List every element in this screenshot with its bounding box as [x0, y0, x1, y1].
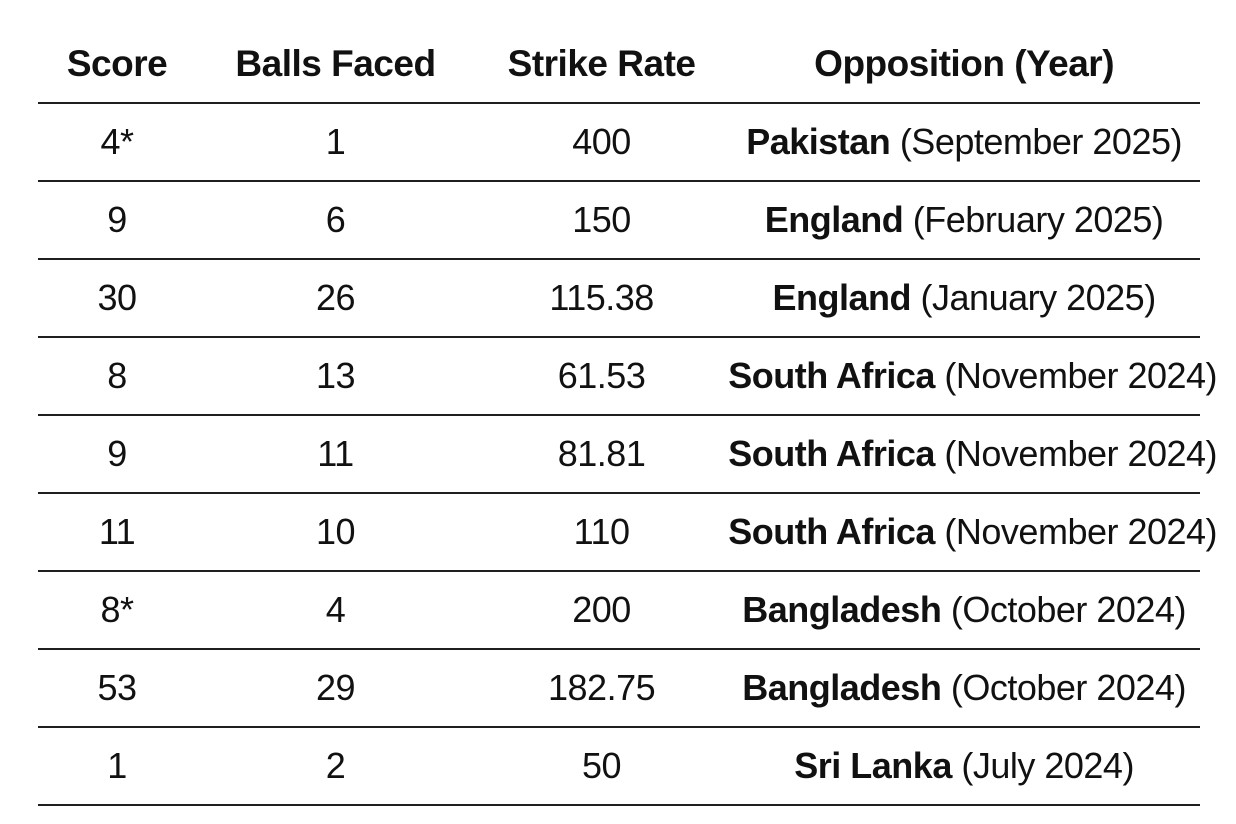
- balls-faced-cell: 29: [196, 649, 475, 728]
- opposition-year: (November 2024): [944, 433, 1218, 474]
- score-cell: 11: [38, 493, 197, 572]
- opposition-year: (January 2025): [920, 277, 1157, 318]
- column-header-strike-rate: Strike Rate: [474, 0, 729, 104]
- opposition-year: (September 2025): [899, 121, 1183, 162]
- opposition-cell: Sri Lanka (July 2024): [728, 727, 1200, 806]
- table-header: Score Balls Faced Strike Rate Opposition…: [38, 0, 1200, 104]
- opposition-year: (November 2024): [944, 355, 1218, 396]
- balls-faced-cell: 26: [196, 259, 475, 338]
- opposition-name: South Africa: [728, 511, 935, 552]
- table-row: 1 2 50 Sri Lanka (July 2024): [38, 727, 1200, 806]
- column-header-balls-faced: Balls Faced: [196, 0, 475, 104]
- strike-rate-cell: 50: [474, 727, 729, 806]
- balls-faced-cell: 6: [196, 181, 475, 260]
- balls-faced-cell: 13: [196, 337, 475, 416]
- opposition-cell: Pakistan (September 2025): [728, 103, 1200, 182]
- column-header-score: Score: [38, 0, 197, 104]
- score-cell: 4*: [38, 103, 197, 182]
- score-cell: 53: [38, 649, 197, 728]
- strike-rate-cell: 182.75: [474, 649, 729, 728]
- opposition-year: (February 2025): [912, 199, 1164, 240]
- strike-rate-cell: 115.38: [474, 259, 729, 338]
- strike-rate-cell: 400: [474, 103, 729, 182]
- opposition-cell: South Africa (November 2024): [728, 415, 1218, 494]
- balls-faced-cell: 2: [196, 727, 475, 806]
- opposition-cell: Bangladesh (October 2024): [728, 571, 1200, 650]
- score-cell: 1: [38, 727, 197, 806]
- table-body: 4* 1 400 Pakistan (September 2025) 9 6 1…: [38, 103, 1218, 806]
- score-cell: 8: [38, 337, 197, 416]
- strike-rate-cell: 81.81: [474, 415, 729, 494]
- innings-stats-table: Score Balls Faced Strike Rate Opposition…: [38, 0, 1218, 806]
- score-cell: 9: [38, 415, 197, 494]
- opposition-name: South Africa: [728, 355, 935, 396]
- balls-faced-cell: 10: [196, 493, 475, 572]
- opposition-cell: Bangladesh (October 2024): [728, 649, 1200, 728]
- table-row: 53 29 182.75 Bangladesh (October 2024): [38, 649, 1200, 728]
- strike-rate-cell: 150: [474, 181, 729, 260]
- table-row: 8* 4 200 Bangladesh (October 2024): [38, 571, 1200, 650]
- opposition-cell: South Africa (November 2024): [728, 493, 1218, 572]
- opposition-cell: England (January 2025): [728, 259, 1200, 338]
- score-cell: 8*: [38, 571, 197, 650]
- opposition-name: Pakistan: [746, 121, 891, 162]
- table-row: 8 13 61.53 South Africa (November 2024): [38, 337, 1218, 416]
- opposition-name: England: [772, 277, 912, 318]
- strike-rate-cell: 200: [474, 571, 729, 650]
- balls-faced-cell: 11: [196, 415, 475, 494]
- table-row: 9 6 150 England (February 2025): [38, 181, 1200, 260]
- table-row: 9 11 81.81 South Africa (November 2024): [38, 415, 1218, 494]
- opposition-year: (October 2024): [950, 589, 1187, 630]
- opposition-name: South Africa: [728, 433, 935, 474]
- balls-faced-cell: 1: [196, 103, 475, 182]
- score-cell: 30: [38, 259, 197, 338]
- column-header-opposition: Opposition (Year): [728, 0, 1200, 104]
- score-cell: 9: [38, 181, 197, 260]
- opposition-cell: England (February 2025): [728, 181, 1200, 260]
- opposition-name: Bangladesh: [742, 667, 942, 708]
- opposition-name: Sri Lanka: [794, 745, 952, 786]
- table-row: 30 26 115.38 England (January 2025): [38, 259, 1200, 338]
- opposition-year: (October 2024): [950, 667, 1187, 708]
- strike-rate-cell: 61.53: [474, 337, 729, 416]
- header-row: Score Balls Faced Strike Rate Opposition…: [38, 0, 1200, 104]
- opposition-cell: South Africa (November 2024): [728, 337, 1218, 416]
- opposition-name: Bangladesh: [742, 589, 942, 630]
- balls-faced-cell: 4: [196, 571, 475, 650]
- strike-rate-cell: 110: [474, 493, 729, 572]
- opposition-year: (November 2024): [944, 511, 1218, 552]
- table-row: 4* 1 400 Pakistan (September 2025): [38, 103, 1200, 182]
- opposition-name: England: [764, 199, 904, 240]
- opposition-year: (July 2024): [961, 745, 1134, 786]
- table-row: 11 10 110 South Africa (November 2024): [38, 493, 1218, 572]
